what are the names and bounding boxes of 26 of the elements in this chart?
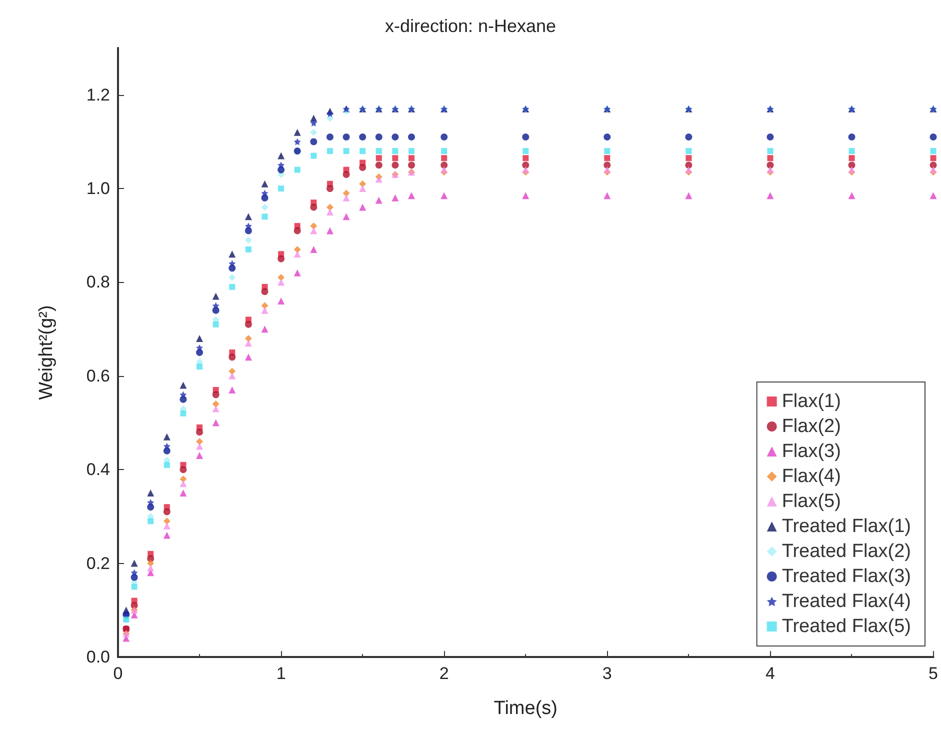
x-tick-label: 0 [113,664,123,683]
x-tick-label: 5 [928,664,938,683]
legend-label: Flax(5) [782,491,841,512]
legend-label: Flax(3) [782,441,841,462]
legend-label: Treated Flax(2) [782,541,912,562]
legend-label: Flax(4) [782,466,841,487]
legend-label: Flax(2) [782,416,841,437]
legend-label: Treated Flax(1) [782,516,912,537]
y-tick-label: 0.0 [86,648,110,666]
legend-label: Treated Flax(5) [782,616,912,637]
y-tick-label: 1.2 [86,85,110,104]
y-axis-title: Weight²(g²) [36,305,57,400]
y-tick-label: 0.2 [86,554,110,573]
x-tick-label: 2 [439,664,449,683]
x-tick-label: 1 [276,664,286,683]
y-tick-label: 0.8 [86,272,110,292]
chart-title: x-direction: n-Hexane [384,16,556,36]
y-tick-label: 1.0 [86,179,110,198]
x-axis-title: Time(s) [494,698,558,719]
legend-label: Treated Flax(3) [782,566,912,587]
y-tick-label: 0.6 [86,366,110,386]
y-tick-label: 0.4 [86,460,110,480]
x-tick-label: 3 [602,664,612,683]
x-tick-label: 4 [765,664,775,683]
legend-label: Treated Flax(4) [782,591,912,612]
legend-label: Flax(1) [782,391,841,412]
